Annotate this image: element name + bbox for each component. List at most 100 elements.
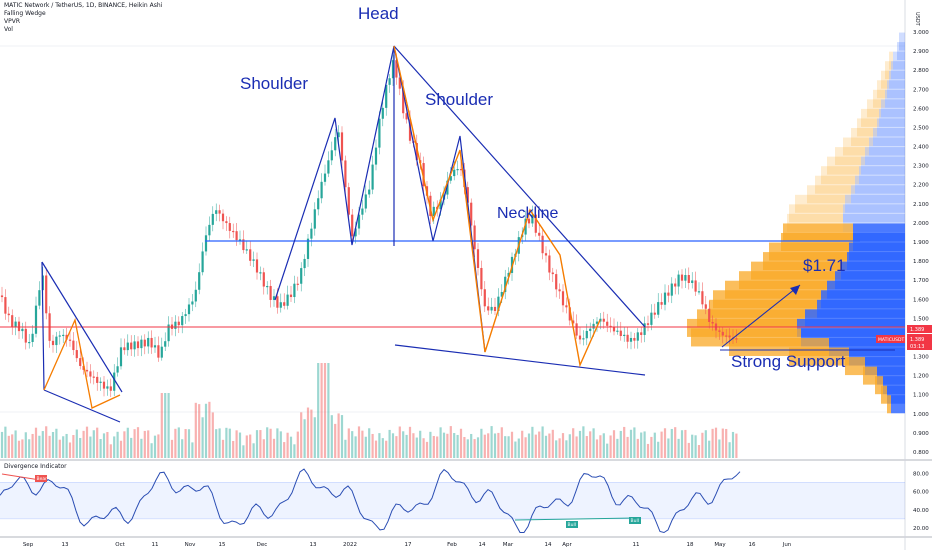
- volume-bar: [578, 430, 582, 458]
- volume-bar: [198, 404, 201, 458]
- time-tick-label: Sep: [23, 542, 34, 548]
- price-dup-tag: 1.389: [910, 337, 924, 343]
- candle-body: [317, 198, 320, 210]
- candle-body: [381, 107, 384, 119]
- volume-bar: [51, 432, 55, 458]
- time-tick-label: 14: [545, 542, 552, 548]
- candle-body: [378, 118, 381, 148]
- volume-bar: [657, 441, 660, 458]
- volume-bar: [45, 426, 48, 458]
- candle-body: [408, 119, 412, 141]
- vp-blue-bar: [877, 118, 905, 137]
- candle-body: [174, 321, 177, 329]
- vp-blue-bar: [893, 51, 905, 70]
- candle-body: [687, 275, 690, 283]
- volume-bar: [249, 434, 252, 458]
- volume-bar: [388, 429, 391, 458]
- candle-body: [657, 302, 660, 315]
- volume-bar: [177, 427, 180, 458]
- vp-orange-bar: [867, 99, 881, 118]
- volume-bar: [164, 393, 167, 458]
- volume-bar: [609, 435, 612, 458]
- volume-bar: [599, 435, 602, 458]
- candle-body: [289, 294, 293, 298]
- candle-body: [640, 332, 643, 335]
- candle-body: [677, 274, 680, 287]
- volume-bar: [85, 426, 89, 458]
- candle-body: [340, 132, 344, 161]
- volume-bar: [136, 427, 140, 458]
- candle-body: [208, 224, 211, 236]
- volume-bar: [541, 426, 544, 458]
- vp-blue-bar: [891, 61, 905, 80]
- volume-bar: [191, 442, 194, 458]
- volume-bar: [140, 438, 143, 458]
- volume-bar: [160, 393, 163, 458]
- price-tick-label: 2.800: [913, 68, 929, 74]
- candle-body: [674, 283, 677, 287]
- candle-body: [572, 320, 575, 324]
- volume-bar: [48, 435, 51, 458]
- volume-bar: [476, 437, 480, 458]
- volume-bar: [130, 437, 133, 458]
- price-tick-label: 1.900: [913, 240, 929, 246]
- candle-body: [313, 209, 316, 229]
- time-tick-label: Dec: [257, 542, 268, 548]
- candle-body: [191, 301, 194, 305]
- volume-bar: [680, 430, 684, 458]
- candle-body: [150, 337, 153, 348]
- countdown-tag: 03:13: [910, 344, 924, 350]
- indicator-falling-wedge[interactable]: Falling Wedge: [4, 10, 46, 17]
- candle-body: [629, 337, 633, 342]
- volume-bar: [218, 428, 221, 458]
- candle-body: [4, 297, 7, 314]
- candle-body: [711, 321, 714, 324]
- support-label: Strong Support: [731, 352, 846, 371]
- candle-body: [337, 132, 340, 138]
- indicator-vol[interactable]: Vol: [4, 26, 13, 33]
- candle-body: [228, 223, 231, 231]
- volume-bar: [313, 417, 316, 458]
- vp-orange-bar: [795, 194, 845, 213]
- vp-blue-bar: [873, 128, 905, 146]
- candle-body: [232, 230, 235, 233]
- candle-body: [164, 341, 167, 347]
- volume-bar: [524, 437, 527, 458]
- volume-bar: [507, 436, 510, 458]
- volume-bar: [92, 430, 95, 458]
- volume-bar: [381, 438, 384, 458]
- candle-body: [79, 358, 82, 366]
- volume-bar: [89, 436, 92, 458]
- candle-body: [116, 366, 119, 373]
- candle-body: [225, 221, 228, 224]
- volume-bar: [96, 427, 99, 458]
- candle-body: [480, 267, 483, 290]
- falling-wedge-left[interactable]: [41, 261, 123, 423]
- volume-bar: [303, 419, 306, 458]
- candle-body: [327, 160, 330, 174]
- vp-blue-bar: [843, 204, 905, 223]
- volume-bar: [711, 428, 714, 458]
- time-axis[interactable]: Sep 13 Oct 11 Nov 15 Dec 13 2022 17 Feb 14 Mar 14 Apr 1…: [23, 542, 792, 548]
- candle-body: [391, 60, 395, 79]
- volume-bar: [55, 428, 58, 458]
- candle-body: [667, 292, 670, 296]
- volume-bar: [660, 431, 663, 458]
- candle-body: [38, 290, 41, 306]
- oscillator-pane[interactable]: 80.00 60.00 40.00 20.00 Bear Bull Bull: [0, 468, 929, 534]
- candle-body: [11, 315, 14, 328]
- vp-blue-bar: [851, 185, 905, 204]
- candle-body: [402, 88, 405, 114]
- volume-bar: [330, 415, 333, 458]
- candle-body: [266, 285, 269, 288]
- vp-orange-bar: [789, 204, 843, 223]
- time-tick-label: Mar: [503, 542, 514, 548]
- indicator-vpvr[interactable]: VPVR: [4, 18, 20, 25]
- price-axis[interactable]: 0.8000.9001.0001.1001.2001.3001.4001.500…: [913, 30, 929, 456]
- volume-bar: [558, 438, 561, 458]
- target-arrow[interactable]: [721, 284, 801, 348]
- candle-body: [17, 321, 21, 332]
- volume-bar: [504, 436, 507, 458]
- volume-bar: [548, 433, 551, 458]
